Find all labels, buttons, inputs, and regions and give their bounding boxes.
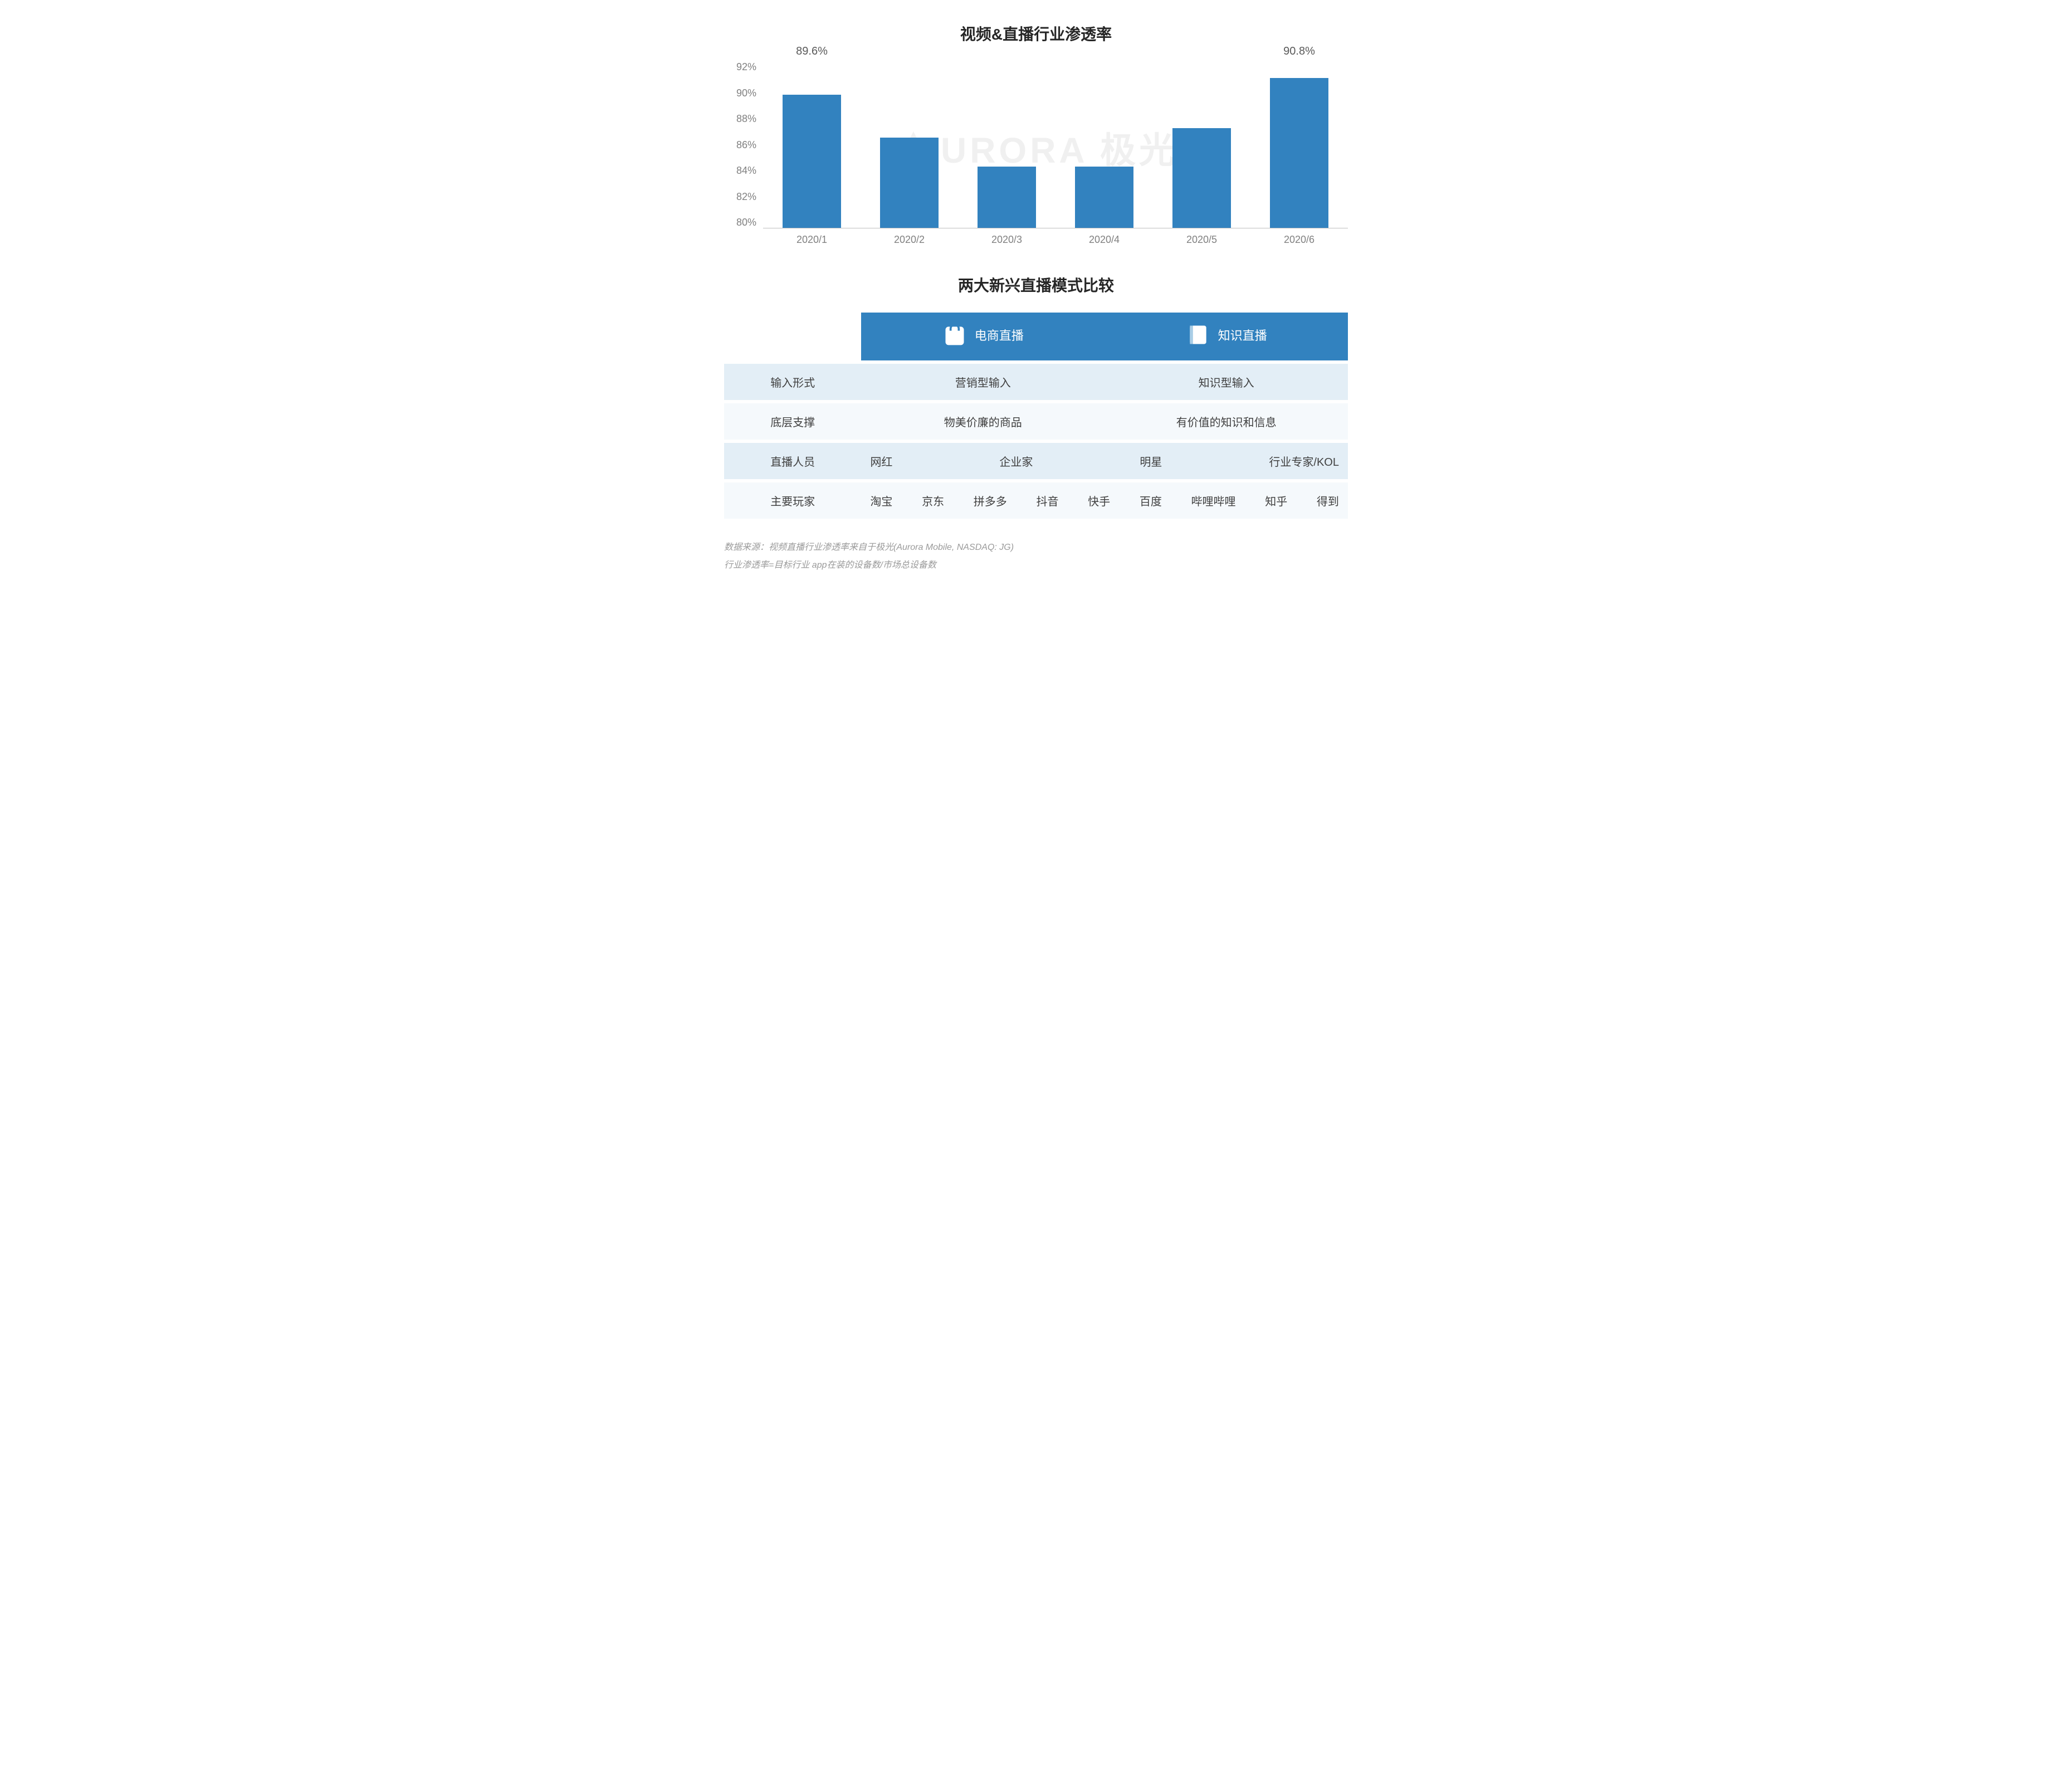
x-tick: 2020/5: [1161, 234, 1243, 246]
shopping-bag-icon: [942, 323, 967, 347]
table-row: 直播人员网红 企业家 明星 行业专家/KOL: [724, 443, 1348, 479]
footnote-line: 行业渗透率=目标行业 app在装的设备数/市场总设备数: [724, 557, 1348, 574]
list-item: 得到: [1317, 492, 1339, 509]
list-item: 抖音: [1036, 492, 1058, 509]
row-cell: 营销型输入: [861, 364, 1105, 400]
bar: [1270, 78, 1329, 228]
list-item: 明星: [1140, 453, 1162, 469]
bar-col: 89.6%: [771, 61, 853, 228]
list-item: 京东: [922, 492, 944, 509]
list-item: 快手: [1088, 492, 1110, 509]
bar-col: 90.8%: [1258, 61, 1340, 228]
y-tick: 80%: [736, 217, 756, 228]
table-row: 主要玩家淘宝 京东 拼多多 抖音 快手 百度 哔哩哔哩 知乎 得到: [724, 482, 1348, 519]
compare-table: 电商直播 知识直播 输入形式营销型输入知识型输入底层支撑物美价廉的商品有价值的知…: [724, 309, 1348, 522]
bar: [978, 167, 1037, 228]
header-label-c: 知识直播: [1218, 326, 1267, 344]
row-label: 底层支撑: [724, 403, 861, 440]
row-cell: 有价值的知识和信息: [1105, 403, 1348, 440]
list-item: 百度: [1140, 492, 1162, 509]
chart-plot: 89.6% 90.8%: [763, 61, 1348, 228]
list-item: 行业专家/KOL: [1269, 453, 1339, 469]
list-item: 网红: [870, 453, 892, 469]
footnotes: 数据来源：视频直播行业渗透率来自于极光(Aurora Mobile, NASDA…: [724, 539, 1348, 574]
bar-value-label: 89.6%: [796, 45, 828, 58]
bar-chart: URORA 极光 92%90%88%86%84%82%80% 89.6%90.8…: [724, 61, 1348, 246]
row-cell: 知识型输入: [1105, 364, 1348, 400]
y-tick: 90%: [736, 87, 756, 99]
list-item: 拼多多: [974, 492, 1007, 509]
row-label: 直播人员: [724, 443, 861, 479]
x-tick: 2020/3: [966, 234, 1048, 246]
chart-title: 视频&直播行业渗透率: [33, 22, 2039, 45]
bar-value-label: 90.8%: [1283, 45, 1315, 58]
bar: [783, 95, 842, 228]
x-tick: 2020/2: [868, 234, 950, 246]
table-row: 底层支撑物美价廉的商品有价值的知识和信息: [724, 403, 1348, 440]
bar-col: [966, 61, 1048, 228]
bar-col: [868, 61, 950, 228]
y-tick: 82%: [736, 191, 756, 203]
row-cell-wide: 网红 企业家 明星 行业专家/KOL: [861, 443, 1348, 479]
header-label-b: 电商直播: [975, 326, 1024, 344]
y-tick: 88%: [736, 113, 756, 125]
row-cell-wide: 淘宝 京东 拼多多 抖音 快手 百度 哔哩哔哩 知乎 得到: [861, 482, 1348, 519]
list-item: 知乎: [1265, 492, 1287, 509]
list-item: 企业家: [999, 453, 1033, 469]
row-label: 输入形式: [724, 364, 861, 400]
footnote-line: 数据来源：视频直播行业渗透率来自于极光(Aurora Mobile, NASDA…: [724, 539, 1348, 557]
bar-col: [1063, 61, 1145, 228]
row-cell: 物美价廉的商品: [861, 403, 1105, 440]
bar: [1075, 167, 1134, 228]
table-header-knowledge: 知识直播: [1105, 313, 1348, 360]
book-icon: [1186, 323, 1210, 347]
list-item: 哔哩哔哩: [1191, 492, 1236, 509]
x-axis: 2020/1 2020/2 2020/3 2020/4 2020/5 2020/6: [763, 228, 1348, 246]
x-tick: 2020/4: [1063, 234, 1145, 246]
table-title: 两大新兴直播模式比较: [33, 274, 2039, 296]
y-tick: 92%: [736, 61, 756, 73]
x-tick: 2020/6: [1258, 234, 1340, 246]
bar-col: [1161, 61, 1243, 228]
bar: [1172, 128, 1232, 228]
row-label: 主要玩家: [724, 482, 861, 519]
table-header-empty: [724, 313, 861, 360]
x-tick: 2020/1: [771, 234, 853, 246]
bar: [880, 138, 939, 228]
y-tick: 84%: [736, 165, 756, 177]
y-axis: 92% 90% 88% 86% 84% 82% 80%: [724, 61, 763, 228]
table-row: 输入形式营销型输入知识型输入: [724, 364, 1348, 400]
list-item: 淘宝: [870, 492, 892, 509]
y-tick: 86%: [736, 139, 756, 151]
table-header-ecommerce: 电商直播: [861, 313, 1105, 360]
